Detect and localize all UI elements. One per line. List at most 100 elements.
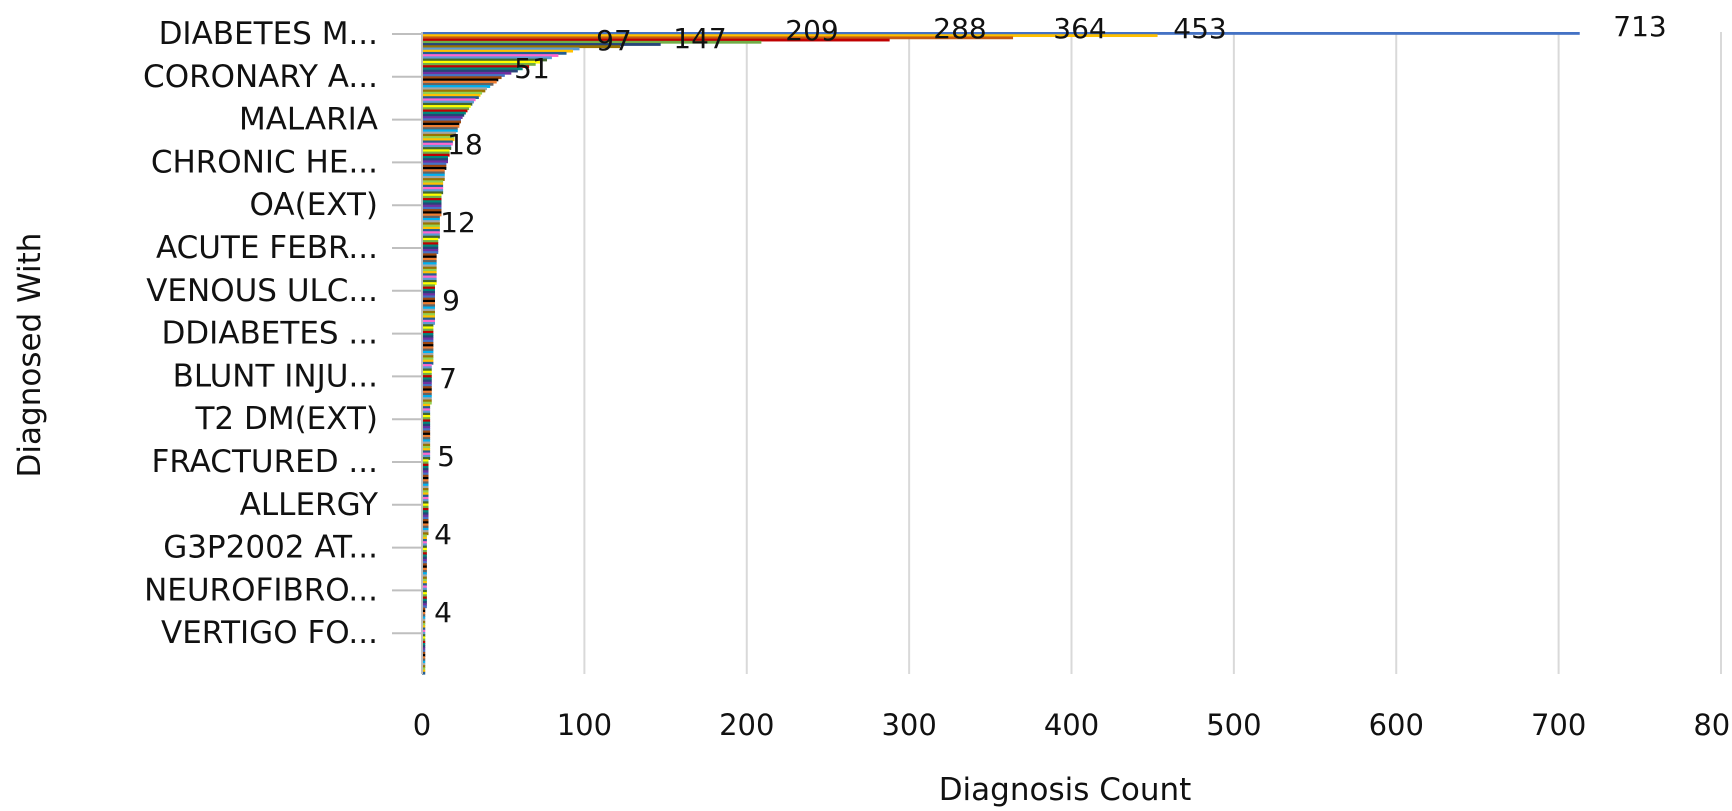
bar [422, 609, 426, 613]
bar [422, 603, 427, 606]
bar [422, 503, 429, 507]
bar [422, 222, 440, 226]
bar [422, 233, 440, 237]
bar [422, 377, 432, 381]
bar [422, 346, 434, 350]
bar [422, 155, 448, 159]
bar [422, 85, 491, 88]
bar [422, 295, 435, 299]
bar [422, 324, 434, 328]
x-tick-400: 400 [1044, 708, 1099, 742]
bar [422, 669, 426, 673]
bar [422, 286, 435, 290]
bar [422, 189, 444, 192]
bar [422, 532, 429, 536]
bar [422, 211, 442, 215]
bar [422, 302, 435, 305]
bar [422, 133, 457, 137]
bar [422, 366, 432, 370]
bar [422, 627, 426, 631]
bar [422, 93, 481, 97]
category-label: FRACTURED ... [152, 444, 378, 480]
bar [422, 647, 426, 651]
bar [422, 592, 427, 595]
bar [422, 184, 444, 188]
x-tick-300: 300 [881, 708, 936, 742]
bar [422, 202, 442, 206]
bar [422, 175, 445, 179]
bar [422, 279, 437, 283]
bar [422, 100, 474, 104]
bar [422, 479, 429, 482]
bar [422, 69, 518, 73]
bar [422, 217, 440, 221]
bar [422, 253, 437, 257]
bar [422, 547, 427, 551]
category-label: DDIABETES ... [161, 316, 378, 352]
bar [422, 62, 536, 66]
bar [422, 375, 432, 378]
bar [422, 401, 432, 405]
bar [422, 326, 434, 330]
bar [422, 118, 461, 122]
bar [422, 308, 435, 312]
data-label-288: 288 [933, 12, 986, 45]
category-labels: DIABETES M... CORONARY A... MALARIA CHRONIC… [143, 16, 378, 651]
bar [422, 359, 434, 363]
bar [422, 434, 431, 438]
bar [422, 399, 432, 403]
bar [422, 406, 431, 409]
data-label-7: 7 [439, 362, 457, 395]
bar [422, 357, 434, 361]
x-tick-700: 700 [1531, 708, 1586, 742]
bar [422, 282, 437, 285]
bar [422, 558, 427, 562]
bar [422, 437, 431, 440]
bar [422, 271, 437, 274]
bar [422, 450, 431, 454]
bars [422, 32, 1580, 675]
bar [422, 392, 432, 396]
bar [422, 226, 440, 230]
bar [422, 136, 455, 139]
bar [422, 193, 442, 197]
bar [422, 465, 429, 469]
bar [422, 671, 426, 675]
bar [422, 80, 497, 84]
bar [422, 120, 461, 124]
bar [422, 178, 445, 181]
bar [422, 441, 431, 445]
data-label-364: 364 [1053, 12, 1106, 45]
category-label: ACUTE FEBR... [156, 230, 378, 266]
bar [422, 417, 431, 421]
bar [422, 45, 621, 49]
bar [422, 439, 431, 443]
bar [422, 255, 437, 259]
bar [422, 426, 431, 429]
bar [422, 330, 434, 334]
category-label: G3P2002 AT... [163, 530, 378, 566]
bar [422, 341, 434, 345]
bar [422, 58, 548, 62]
bar [422, 116, 463, 119]
bar [422, 160, 448, 164]
bar [422, 71, 512, 75]
bar [422, 414, 431, 418]
bar [422, 293, 435, 297]
bar [422, 381, 432, 385]
bar [422, 264, 437, 268]
bar [422, 496, 429, 500]
bar [422, 432, 431, 436]
bar [422, 521, 429, 525]
bar [422, 240, 439, 243]
x-tick-600: 600 [1369, 708, 1424, 742]
bar [422, 333, 434, 336]
bar [422, 430, 431, 434]
bar [422, 534, 427, 538]
bar [422, 654, 426, 657]
bar [422, 34, 1158, 38]
bar [422, 122, 460, 126]
category-label: T2 DM(EXT) [194, 401, 378, 437]
bar [422, 242, 439, 246]
data-label-5: 5 [437, 440, 455, 473]
